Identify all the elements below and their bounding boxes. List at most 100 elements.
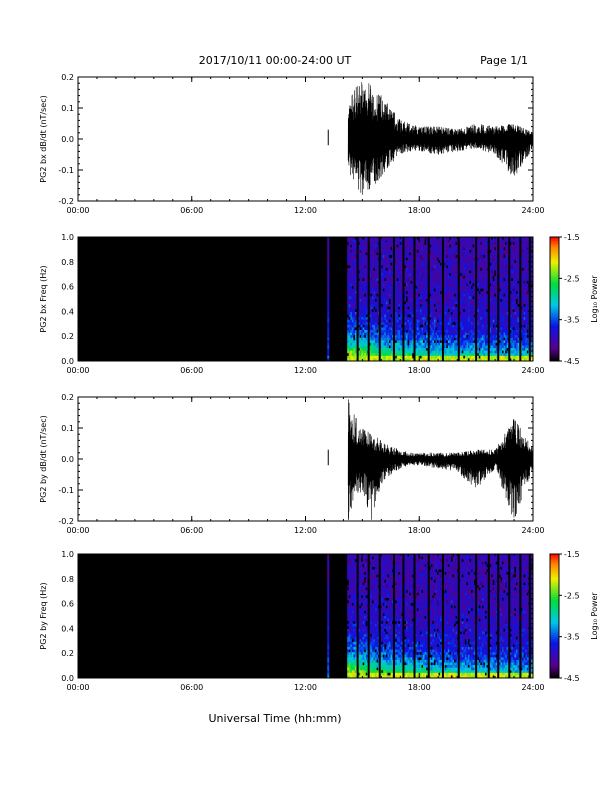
- spectrogram-cell: [438, 309, 441, 313]
- spectrogram-cell: [449, 268, 452, 271]
- spectrogram-cell: [502, 237, 504, 240]
- spectrogram-cell: [385, 355, 388, 359]
- spectrogram-cell: [461, 244, 464, 248]
- spectrogram-cell: [399, 330, 402, 333]
- spectrogram-cell: [467, 270, 470, 274]
- spectrogram-cell: [368, 265, 371, 269]
- spectrogram-cell: [419, 280, 422, 284]
- spectrogram-cell: [376, 275, 379, 279]
- spectrogram-cell: [370, 293, 373, 297]
- spectrogram-cell: [348, 327, 351, 331]
- spectrogram-cell: [396, 332, 399, 336]
- spectrogram-cell: [455, 239, 458, 243]
- spectrogram-cell: [502, 247, 504, 251]
- spectrogram-cell: [435, 244, 438, 248]
- spectrogram-cell: [407, 237, 410, 240]
- spectrogram-cell: [364, 358, 367, 362]
- spectrogram-cell: [390, 237, 393, 240]
- spectrogram-cell: [485, 278, 487, 282]
- spectrogram-cell: [416, 358, 419, 362]
- spectrogram-cell: [454, 249, 456, 253]
- spectrogram-cell: [481, 268, 484, 271]
- spectrogram-cell: [440, 332, 442, 336]
- spectrogram-cell: [443, 337, 446, 341]
- spectrogram-cell: [437, 332, 439, 336]
- spectrogram-cell: [404, 237, 407, 240]
- spectrogram-cell: [472, 332, 475, 336]
- spectrogram-cell: [477, 288, 480, 292]
- spectrogram-cell: [410, 340, 413, 344]
- spectrogram-cell: [450, 288, 453, 292]
- spectrogram-cell: [440, 345, 442, 349]
- spectrogram-cell: [370, 358, 373, 362]
- spectrogram-cell: [418, 257, 421, 261]
- spectrogram-cell: [438, 301, 441, 305]
- spectrogram-cell: [500, 332, 503, 336]
- panel-1-xtick-label: 00:00: [66, 206, 89, 215]
- spectrogram-cell: [471, 249, 473, 253]
- spectrogram-cell: [480, 293, 483, 297]
- spectrogram-cell: [464, 306, 467, 310]
- spectrogram-cell: [440, 286, 442, 289]
- spectrogram-cell: [423, 270, 425, 274]
- spectrogram-cell: [347, 296, 350, 300]
- spectrogram-cell: [498, 350, 501, 354]
- spectrogram-cell: [430, 350, 433, 354]
- spectrogram-cell: [348, 244, 351, 248]
- spectrogram-cell: [447, 257, 450, 261]
- spectrogram-cell: [347, 252, 350, 256]
- spectrogram-cell: [375, 330, 377, 333]
- spectrogram-cell: [430, 296, 433, 300]
- spectrogram-cell: [455, 335, 458, 339]
- spectrogram-cell: [435, 335, 438, 339]
- spectrogram-cell: [424, 239, 427, 243]
- spectrogram-cell: [362, 257, 365, 261]
- spectrogram-cell: [406, 286, 408, 289]
- spectrogram-cell: [450, 255, 453, 258]
- spectrogram-cell: [469, 283, 472, 287]
- spectrogram-cell: [353, 337, 356, 341]
- spectrogram-cell: [485, 335, 487, 339]
- spectrogram-cell: [384, 260, 387, 264]
- spectrogram-cell: [353, 280, 356, 284]
- spectrogram-cell: [407, 332, 410, 336]
- spectrogram-cell: [404, 311, 407, 315]
- spectrogram-cell: [412, 296, 415, 300]
- spectrogram-cell: [432, 348, 435, 351]
- spectrogram-cell: [347, 270, 350, 274]
- spectrogram-cell: [390, 350, 393, 354]
- spectrogram-cell: [373, 332, 376, 336]
- spectrogram-cell: [485, 293, 487, 297]
- spectrogram-cell: [364, 327, 367, 331]
- spectrogram-cell: [327, 291, 330, 295]
- spectrogram-cell: [415, 249, 418, 253]
- spectrogram-cell: [478, 342, 481, 346]
- spectrogram-cell: [494, 348, 497, 351]
- spectrogram-cell: [358, 304, 360, 308]
- spectrogram-cell: [373, 273, 376, 277]
- spectrogram-cell: [478, 340, 481, 344]
- spectrogram-cell: [424, 299, 427, 302]
- spectrogram-cell: [461, 288, 464, 292]
- spectrogram-cell: [421, 342, 424, 346]
- spectrogram-cell: [486, 299, 489, 302]
- spectrogram-cell: [407, 353, 410, 357]
- spectrogram-cell: [467, 252, 470, 256]
- spectrogram-cell: [371, 268, 374, 271]
- spectrogram-cell: [389, 311, 391, 315]
- spectrogram-cell: [381, 286, 384, 289]
- spectrogram-cell: [478, 252, 481, 256]
- spectrogram-cell: [410, 280, 413, 284]
- spectrogram-cell: [443, 322, 446, 326]
- spectrogram-cell: [449, 280, 452, 284]
- spectrogram-cell: [362, 296, 365, 300]
- spectrogram-cell: [491, 314, 494, 318]
- spectrogram-cell: [478, 291, 481, 295]
- spectrogram-cell: [446, 304, 449, 308]
- spectrogram-cell: [353, 309, 356, 313]
- spectrogram-cell: [481, 237, 484, 240]
- spectrogram-cell: [450, 340, 453, 344]
- spectrogram-cell: [471, 242, 473, 246]
- spectrogram-cell: [460, 330, 463, 333]
- spectrogram-cell: [404, 319, 407, 323]
